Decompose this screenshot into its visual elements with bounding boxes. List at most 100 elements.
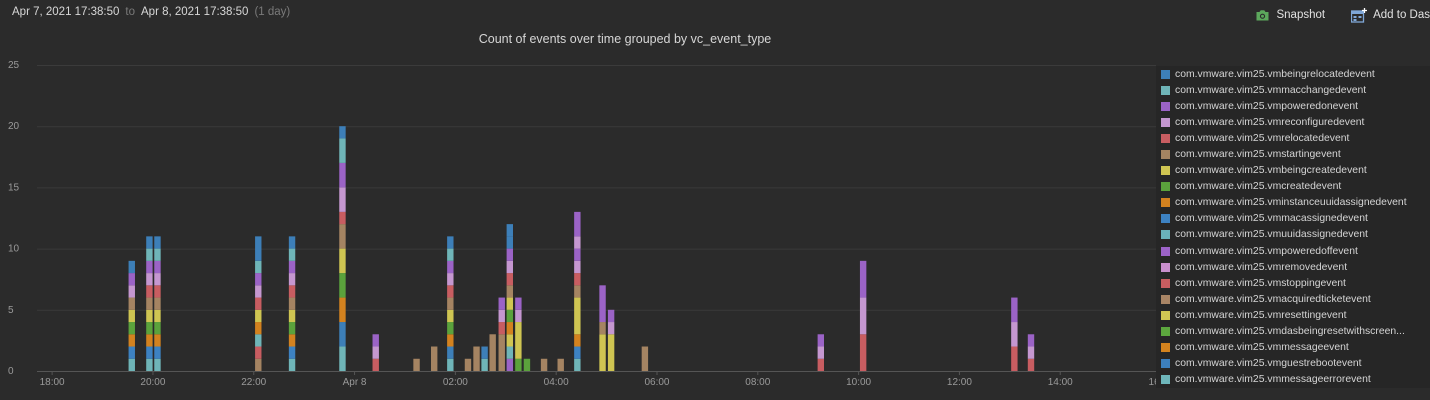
x-tick-label: 18:00 xyxy=(40,377,65,388)
legend-item[interactable]: com.vmware.vim25.vmbeingcreatedevent xyxy=(1156,163,1430,179)
bar-segment xyxy=(506,224,514,237)
legend-label: com.vmware.vim25.vmreconfiguredevent xyxy=(1175,116,1365,128)
bar-segment xyxy=(574,260,581,274)
bar-segment xyxy=(506,309,514,323)
bar-segment xyxy=(447,297,454,310)
legend-item[interactable]: com.vmware.vim25.vmremovedevent xyxy=(1156,259,1430,275)
time-range-display[interactable]: Apr 7, 2021 17:38:50 to Apr 8, 2021 17:38:… xyxy=(12,6,290,18)
legend-label: com.vmware.vim25.vmmessageerrorevent xyxy=(1175,374,1371,386)
bar-segment xyxy=(146,260,153,274)
legend-item[interactable]: com.vmware.vim25.vmdasbeingresetwithscre… xyxy=(1156,324,1430,340)
bar-segment xyxy=(506,236,514,249)
bar-segment xyxy=(288,248,296,261)
legend-item[interactable]: com.vmware.vim25.vmguestrebootevent xyxy=(1156,356,1430,372)
legend-swatch xyxy=(1161,310,1170,320)
legend-swatch xyxy=(1161,166,1170,176)
bar-segment xyxy=(447,285,454,298)
bar-segment xyxy=(154,358,161,371)
legend-label: com.vmware.vim25.vmacquiredticketevent xyxy=(1175,293,1371,305)
bar-segment xyxy=(574,236,581,249)
bar-segment xyxy=(255,260,262,274)
bar-segment xyxy=(288,309,296,323)
legend-item[interactable]: com.vmware.vim25.vmcreatedevent xyxy=(1156,179,1430,195)
bar-segment xyxy=(859,297,867,335)
stacked-bar-chart: 0 5 10 15 20 25 18:00 20:00 22:00 Apr 8 02:00 04:00… xyxy=(8,60,1156,388)
x-tick-label: 08:00 xyxy=(745,377,770,388)
legend-label: com.vmware.vim25.vminstanceuuidassignede… xyxy=(1175,197,1407,209)
bar-segment xyxy=(339,224,346,249)
bar-segment xyxy=(506,297,514,310)
legend-label: com.vmware.vim25.vmmessageevent xyxy=(1175,342,1349,354)
bar-segment xyxy=(154,273,161,286)
y-tick-label: 25 xyxy=(8,60,20,71)
bar-segment xyxy=(447,358,454,371)
bar-segment xyxy=(447,322,454,335)
legend-item[interactable]: com.vmware.vim25.vmresettingevent xyxy=(1156,307,1430,323)
bar-segment xyxy=(339,187,346,212)
y-tick-label: 0 xyxy=(8,366,14,377)
bar-segment xyxy=(146,309,153,323)
legend-item[interactable]: com.vmware.vim25.vmuuidassignedevent xyxy=(1156,227,1430,243)
legend-label: com.vmware.vim25.vmdasbeingresetwithscre… xyxy=(1175,326,1405,338)
bar-segment xyxy=(447,346,454,359)
legend-item[interactable]: com.vmware.vim25.vminstanceuuidassignede… xyxy=(1156,195,1430,211)
x-tick-label: 04:00 xyxy=(544,377,569,388)
legend-item[interactable]: com.vmware.vim25.vmstartingevent xyxy=(1156,146,1430,162)
bar-segment xyxy=(540,358,548,371)
snapshot-label: Snapshot xyxy=(1276,9,1326,21)
bar-segment xyxy=(154,309,161,323)
legend-item[interactable]: com.vmware.vim25.vmmacchangedevent xyxy=(1156,82,1430,98)
bar-segment xyxy=(859,260,867,298)
bar-segment xyxy=(515,322,522,359)
legend-label: com.vmware.vim25.vmstartingevent xyxy=(1175,149,1341,161)
bar-segment xyxy=(128,322,135,335)
legend-swatch xyxy=(1161,85,1170,95)
bar-segment xyxy=(515,297,522,310)
bar-segment xyxy=(339,162,346,188)
legend-item[interactable]: com.vmware.vim25.vmstoppingevent xyxy=(1156,275,1430,291)
legend-item[interactable]: com.vmware.vim25.vmpoweredonevent xyxy=(1156,98,1430,114)
bar-segment xyxy=(255,236,262,261)
legend-item[interactable]: com.vmware.vim25.vmrelocatedevent xyxy=(1156,130,1430,146)
legend-swatch xyxy=(1161,359,1170,369)
bar-segment xyxy=(447,309,454,323)
bar-segment xyxy=(154,322,161,335)
legend-item[interactable]: com.vmware.vim25.vmacquiredticketevent xyxy=(1156,291,1430,307)
legend-item[interactable]: com.vmware.vim25.vmmessageevent xyxy=(1156,340,1430,356)
legend-item[interactable]: com.vmware.vim25.vmmacassignedevent xyxy=(1156,211,1430,227)
legend-swatch xyxy=(1161,117,1170,127)
legend-label: com.vmware.vim25.vmuuidassignedevent xyxy=(1175,229,1368,241)
bar-segment xyxy=(859,334,867,371)
bar-segment xyxy=(481,346,488,359)
legend-item[interactable]: com.vmware.vim25.vmmessageerrorevent xyxy=(1156,372,1430,388)
bar-segment xyxy=(574,334,581,347)
bar-segment xyxy=(339,248,346,274)
bar-segment xyxy=(1027,358,1035,371)
bar-segment xyxy=(574,346,581,359)
camera-icon xyxy=(1256,9,1269,20)
time-range-duration: (1 day) xyxy=(254,6,291,18)
add-to-dashboard-button[interactable]: Add to Das xyxy=(1351,7,1430,23)
add-to-dashboard-label: Add to Das xyxy=(1373,9,1430,21)
bar-segment xyxy=(607,322,615,335)
legend-swatch xyxy=(1161,327,1170,337)
x-tick-label: 16:00 xyxy=(1149,377,1156,388)
bar-segment xyxy=(339,126,346,139)
legend-item[interactable]: com.vmware.vim25.vmbeingrelocatedevent xyxy=(1156,66,1430,82)
snapshot-button[interactable]: Snapshot xyxy=(1255,9,1325,22)
legend-item[interactable]: com.vmware.vim25.vmpoweredoffevent xyxy=(1156,243,1430,259)
legend-swatch xyxy=(1161,69,1170,79)
legend-label: com.vmware.vim25.vmmacchangedevent xyxy=(1175,84,1367,96)
bar-segment xyxy=(154,236,161,249)
legend-item[interactable]: com.vmware.vim25.vmreconfiguredevent xyxy=(1156,114,1430,130)
bar-segment xyxy=(506,322,514,335)
bar-segment xyxy=(146,285,153,298)
bar-segment xyxy=(1011,322,1018,347)
chart-toolbar: Snapshot Add to Das xyxy=(1255,7,1430,23)
bar-segment xyxy=(288,260,296,274)
bar-segment xyxy=(607,309,615,323)
bar-segment xyxy=(146,334,153,347)
bar-segment xyxy=(515,358,522,371)
bar-segment xyxy=(464,358,472,371)
bar-segment xyxy=(128,358,135,371)
